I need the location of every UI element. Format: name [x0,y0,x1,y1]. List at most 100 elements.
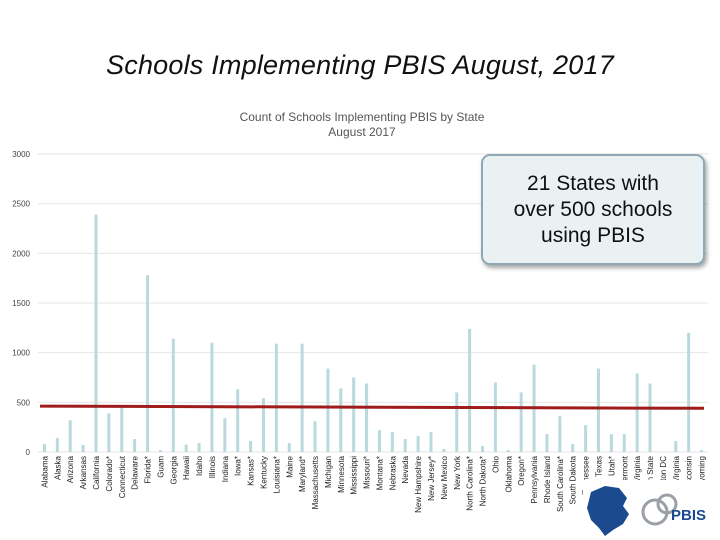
x-tick-label: Alabama [40,455,49,487]
y-tick-label: 2500 [12,200,30,209]
logo-text: PBIS [671,507,706,524]
x-tick-label: Connecticut [118,455,127,498]
bar [648,383,652,452]
x-tick-label: New Hampshire [414,455,423,512]
x-tick-label: Montana* [375,456,384,490]
bar [635,373,639,452]
x-tick-label: Tennessee [582,455,591,494]
x-tick-label: Iowa* [234,456,243,476]
bar [377,430,381,452]
bar [326,368,330,452]
x-tick-label: Oklahoma [504,455,513,492]
chart-title: Count of Schools Implementing PBIS by St… [240,110,485,124]
x-tick-label: Hawaii [182,456,191,480]
bar [197,443,201,452]
x-tick-label: Wyoming [698,456,707,489]
x-tick-label: Virginia [633,455,642,482]
bar [622,434,626,452]
x-tick-label: New Mexico [440,455,449,499]
bar [609,434,613,452]
bar [352,377,356,452]
x-tick-label: Kentucky [259,456,268,489]
bar [274,343,278,452]
bar [313,421,317,452]
bar [481,446,485,452]
x-tick-label: California [92,455,101,489]
bar [390,432,394,452]
bar [571,444,575,452]
bar [596,368,600,452]
x-tick-label: North Carolina* [466,456,475,511]
x-tick-label: Arkansas [79,456,88,489]
bar [455,392,459,452]
bar [210,342,214,452]
callout-box: 21 States with over 500 schools using PB… [481,154,705,265]
x-tick-label: Alaska [53,455,62,480]
x-tick-label: Ohio [491,455,500,472]
pbis-logo: PBIS [583,480,719,540]
bar [429,432,433,452]
x-tick-label: Texas [594,456,603,477]
x-tick-label: Illinois [208,456,217,478]
x-tick-label: North Dakota* [479,456,488,506]
y-tick-label: 500 [17,398,31,407]
x-tick-label: Georgia [169,455,178,484]
bar [146,275,150,452]
x-tick-label: Massachusetts [311,456,320,509]
x-tick-label: South Dakota [569,455,578,504]
slide-title: Schools Implementing PBIS August, 2017 [106,50,614,80]
bar [300,343,304,452]
bar [493,382,497,452]
bar [545,434,549,452]
bar [184,444,188,452]
bar [94,214,98,452]
trend-line [39,404,705,410]
y-tick-label: 1500 [12,299,30,308]
bar [506,450,510,452]
x-tick-label: Wisconsin [685,456,694,492]
x-tick-label: New Jersey* [427,456,436,501]
bar [339,388,343,452]
bar [519,392,523,452]
x-tick-label: Maine [285,455,294,477]
y-tick-label: 0 [26,448,31,457]
x-tick-label: Pennsylvania [530,455,539,503]
bar [81,445,85,452]
bar [223,418,227,452]
bar [158,450,162,452]
x-tick-label: Florida* [144,456,153,484]
y-tick-label: 1000 [12,349,30,358]
bar [42,444,46,452]
x-tick-label: Nevada [401,455,410,483]
bar [468,328,472,452]
bar [249,441,253,452]
x-tick-label: Nebraska [388,455,397,490]
bar [687,332,691,452]
x-tick-label: South Carolina* [556,456,565,512]
bar [236,389,240,452]
bar [120,406,124,452]
x-tick-label: Maryland* [298,456,307,492]
x-tick-label: Indiana [221,455,230,482]
x-axis-labels: Alabama Alaska Arizona Arkansas California Co… [40,455,706,519]
bar [584,425,588,452]
x-tick-label: Minnesota [337,455,346,492]
x-tick-label: Utah* [607,456,616,476]
x-tick-label: Vermont [620,455,629,486]
x-tick-label: Michigan [324,456,333,488]
bar [365,383,369,452]
bar [287,443,291,452]
bar [261,398,265,452]
y-tick-label: 2000 [12,249,30,258]
bar [133,439,137,452]
bar [700,450,704,452]
x-tick-label: Louisiana* [272,456,281,493]
x-tick-label: Missouri* [363,456,372,489]
x-tick-label: West Virginia [672,455,681,502]
x-tick-label: Idaho [195,455,204,476]
x-tick-label: Arizona [66,455,75,483]
x-tick-label: Guam [156,456,165,478]
bar [416,436,420,452]
bar [442,449,446,452]
